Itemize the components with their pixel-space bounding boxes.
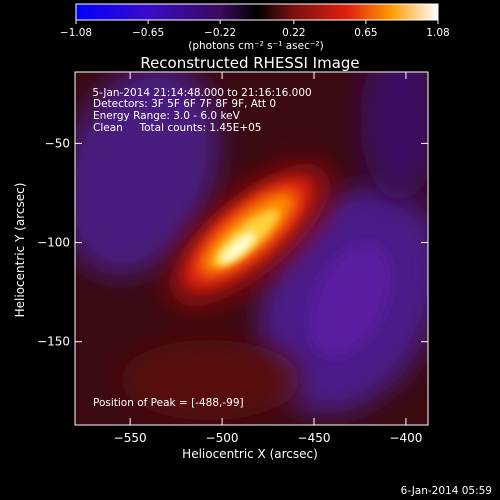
colorbar-tick-label: 1.08 <box>426 27 449 39</box>
colorbar-tick-label: 0.22 <box>282 27 305 39</box>
y-tick-label: −150 <box>37 335 70 349</box>
annotation-time: 5-Jan-2014 21:14:48.000 to 21:16:16.000 <box>89 87 312 99</box>
purple-lobe-upper-left <box>75 72 220 277</box>
annotation-energy-range: Energy Range: 3.0 - 6.0 keV <box>93 110 240 122</box>
annotation-detectors: Detectors: 3F 5F 6F 7F 8F 9F, Att 0 <box>93 98 277 110</box>
x-tick-label: −400 <box>389 431 422 445</box>
colorbar-tick-label: 0.65 <box>354 27 377 39</box>
colorbar-unit-label: (photons cm⁻² s⁻¹ asec⁻²) <box>188 40 323 52</box>
colorbar-tick-label: −1.08 <box>60 27 92 39</box>
footer-timestamp: 6-Jan-2014 05:59 <box>400 485 492 497</box>
x-tick-label: −500 <box>206 431 239 445</box>
y-axis-label: Heliocentric Y (arcsec) <box>13 183 27 318</box>
y-axis-ticks: −50 −100 −150 <box>37 136 428 349</box>
x-tick-label: −550 <box>114 431 147 445</box>
plot-frame <box>74 71 429 426</box>
colorbar-tick-label: −0.22 <box>204 27 236 39</box>
annotation-clean-counts: Clean Total counts: 1.45E+05 <box>93 122 262 134</box>
x-tick-label: −450 <box>298 431 331 445</box>
colorbar-tick-label: −0.65 <box>132 27 164 39</box>
x-axis-ticks: −550 −500 −450 −400 <box>114 72 422 445</box>
peak-position-label: Position of Peak = [-488,-99] <box>93 397 244 409</box>
chart-title: Reconstructed RHESSI Image <box>140 54 359 72</box>
flare-source-core <box>220 232 256 264</box>
colorbar <box>75 3 439 21</box>
heatmap-image <box>75 72 428 425</box>
colorbar-ticks: −1.08 −0.65 −0.22 0.22 0.65 1.08 <box>60 20 450 39</box>
x-axis-label: Heliocentric X (arcsec) <box>182 447 318 461</box>
y-tick-label: −100 <box>37 236 70 250</box>
y-tick-label: −50 <box>45 136 70 150</box>
